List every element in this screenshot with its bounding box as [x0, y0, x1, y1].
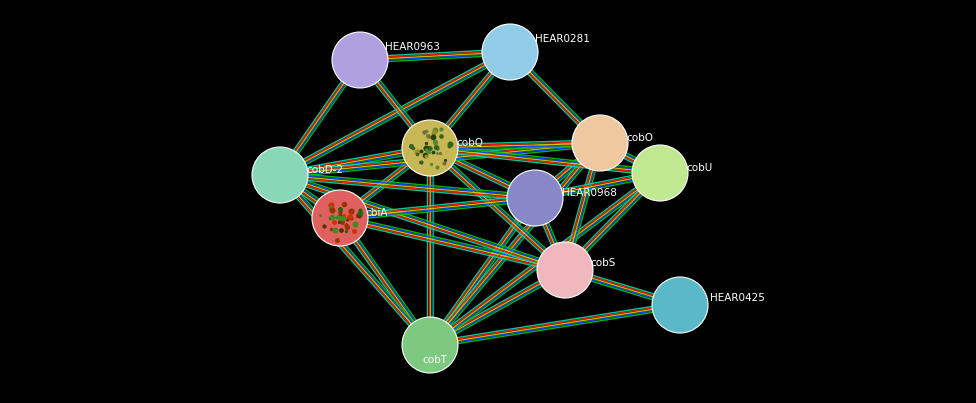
- Circle shape: [632, 145, 688, 201]
- Text: HEAR0963: HEAR0963: [385, 42, 440, 52]
- Circle shape: [312, 190, 368, 246]
- Circle shape: [332, 32, 388, 88]
- Circle shape: [572, 115, 628, 171]
- Circle shape: [482, 24, 538, 80]
- Text: cobD-2: cobD-2: [306, 165, 344, 175]
- Circle shape: [652, 277, 708, 333]
- Circle shape: [507, 170, 563, 226]
- Circle shape: [252, 147, 308, 203]
- Text: cobU: cobU: [686, 163, 712, 173]
- Text: HEAR0968: HEAR0968: [562, 188, 617, 198]
- Text: cobO: cobO: [626, 133, 653, 143]
- Text: cobT: cobT: [423, 355, 448, 365]
- Text: cobQ: cobQ: [456, 138, 483, 148]
- Text: HEAR0425: HEAR0425: [710, 293, 765, 303]
- Text: HEAR0281: HEAR0281: [535, 34, 590, 44]
- Text: cbiA: cbiA: [365, 208, 387, 218]
- Circle shape: [402, 120, 458, 176]
- Circle shape: [537, 242, 593, 298]
- Circle shape: [402, 317, 458, 373]
- Text: cobS: cobS: [590, 258, 616, 268]
